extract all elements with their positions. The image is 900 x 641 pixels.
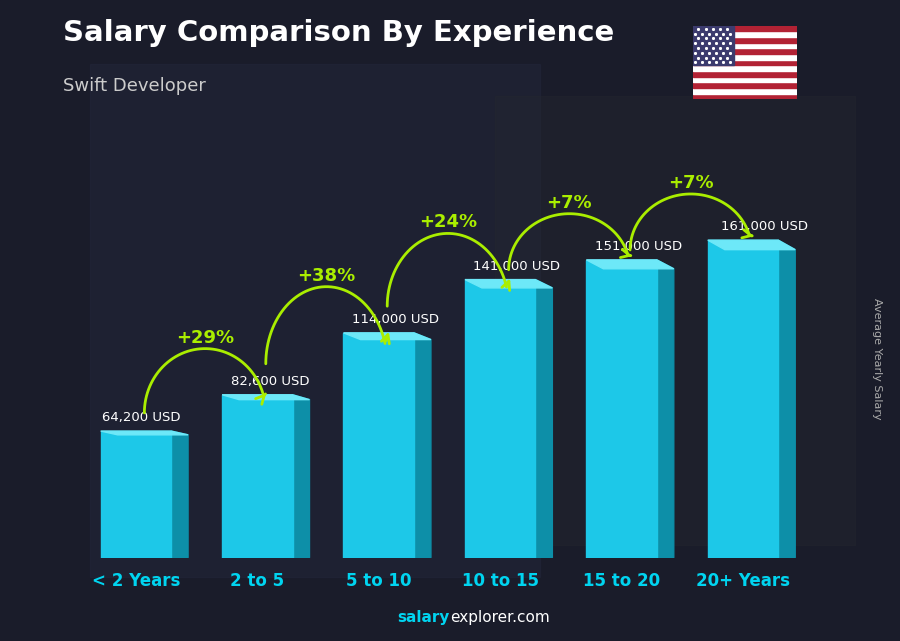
Text: salary: salary xyxy=(398,610,450,625)
Bar xyxy=(693,77,796,82)
Bar xyxy=(693,94,796,99)
Bar xyxy=(693,31,796,37)
Text: +7%: +7% xyxy=(668,174,714,192)
Bar xyxy=(222,395,292,558)
Text: 114,000 USD: 114,000 USD xyxy=(352,313,439,326)
Bar xyxy=(693,48,796,54)
Bar xyxy=(495,96,855,545)
Bar xyxy=(344,333,414,558)
Bar xyxy=(693,65,796,71)
Text: 151,000 USD: 151,000 USD xyxy=(595,240,682,253)
Polygon shape xyxy=(536,279,553,558)
Bar xyxy=(693,82,796,88)
Text: +38%: +38% xyxy=(297,267,356,285)
Polygon shape xyxy=(101,431,188,435)
Bar xyxy=(693,43,796,48)
Bar xyxy=(693,26,734,65)
Polygon shape xyxy=(222,395,310,399)
Text: +7%: +7% xyxy=(546,194,592,212)
Bar xyxy=(707,240,778,558)
Bar xyxy=(693,54,796,60)
Text: Average Yearly Salary: Average Yearly Salary xyxy=(872,298,883,420)
Text: Salary Comparison By Experience: Salary Comparison By Experience xyxy=(63,19,614,47)
Polygon shape xyxy=(344,333,431,340)
Text: 64,200 USD: 64,200 USD xyxy=(102,411,180,424)
Bar xyxy=(587,260,657,558)
Polygon shape xyxy=(414,333,431,558)
Text: 82,600 USD: 82,600 USD xyxy=(230,375,309,388)
Polygon shape xyxy=(292,395,310,558)
Polygon shape xyxy=(587,260,674,269)
Text: explorer.com: explorer.com xyxy=(450,610,550,625)
Bar xyxy=(693,60,796,65)
Polygon shape xyxy=(657,260,674,558)
Bar xyxy=(465,279,536,558)
Polygon shape xyxy=(465,279,553,288)
Bar xyxy=(693,71,796,77)
Text: +29%: +29% xyxy=(176,329,234,347)
Bar xyxy=(693,88,796,94)
Bar xyxy=(693,37,796,43)
Text: 161,000 USD: 161,000 USD xyxy=(721,221,808,233)
Polygon shape xyxy=(707,240,796,249)
Polygon shape xyxy=(778,240,796,558)
Text: 141,000 USD: 141,000 USD xyxy=(473,260,561,272)
Bar xyxy=(693,26,796,31)
Bar xyxy=(90,64,540,577)
Text: +24%: +24% xyxy=(418,213,477,231)
Bar xyxy=(101,431,171,558)
Polygon shape xyxy=(171,431,188,558)
Text: Swift Developer: Swift Developer xyxy=(63,77,206,95)
